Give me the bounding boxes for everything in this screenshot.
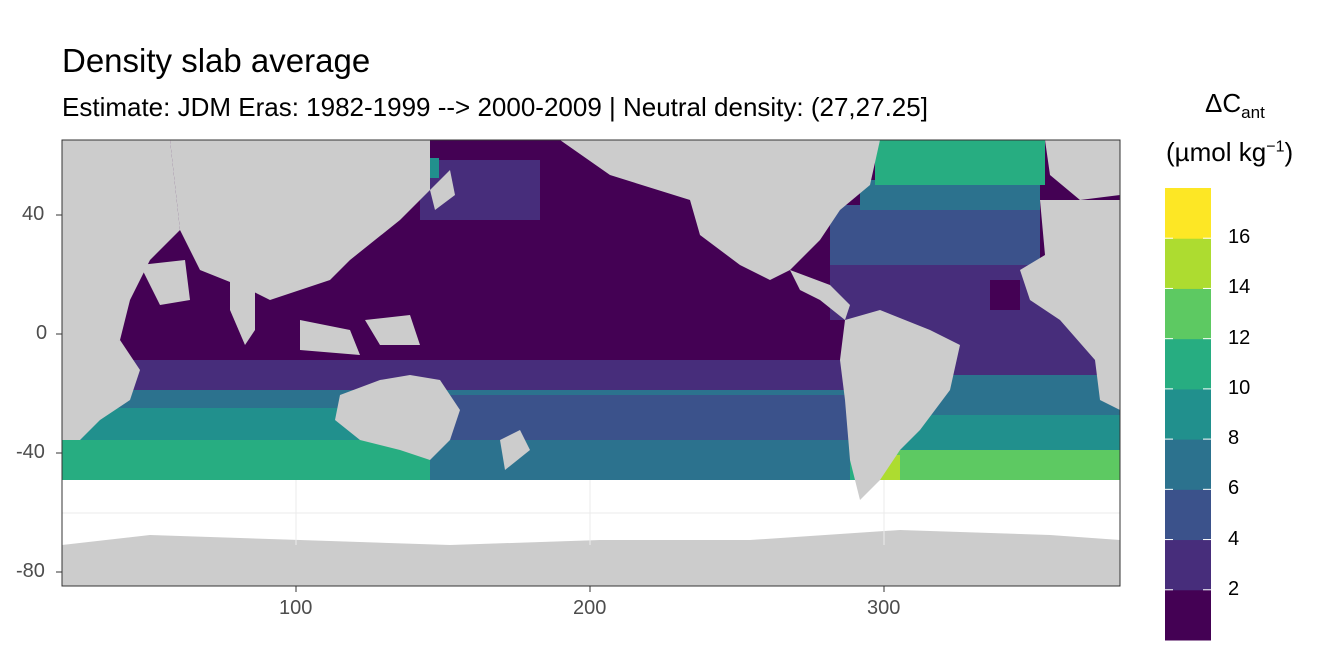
legend-swatch-4 [1165, 388, 1211, 440]
legend-title-symbol: ΔC [1205, 88, 1242, 118]
legend-label-12: 12 [1228, 326, 1251, 349]
land [62, 140, 1120, 586]
legend-swatch-2 [1165, 489, 1211, 541]
axis-ticks [56, 214, 885, 592]
y-tick-label-40: 40 [22, 203, 45, 225]
y-tick-label-0: 0 [36, 322, 48, 344]
band-indo-pac [62, 360, 862, 390]
legend-swatch-6 [1165, 288, 1211, 340]
band-pac-south-2 [430, 440, 850, 480]
atl-north-2 [830, 205, 1040, 265]
band-pac-south [430, 395, 850, 440]
chart-subtitle: Estimate: JDM Eras: 1982-1999 --> 2000-2… [62, 92, 928, 122]
x-tick-label-100: 100 [279, 597, 313, 619]
legend-label-16: 16 [1228, 226, 1251, 249]
x-tick-label-300: 300 [867, 597, 901, 619]
legend-unit-close: ) [1284, 137, 1294, 167]
legend-colorbar [1165, 188, 1211, 641]
chart-title: Density slab average [62, 42, 371, 79]
atl-north-4 [875, 140, 1045, 185]
x-tick-label-200: 200 [573, 597, 607, 619]
legend-swatch-0 [1165, 589, 1211, 641]
legend-swatch-3 [1165, 439, 1211, 490]
legend-label-14: 14 [1228, 276, 1251, 299]
ocean-field [62, 140, 1120, 586]
atl-north-5 [990, 280, 1020, 310]
legend-unit-exponent: −1 [1266, 138, 1285, 156]
legend-swatch-8 [1165, 188, 1211, 239]
y-tick-label-m80: -80 [16, 560, 45, 582]
legend-label-10: 10 [1228, 376, 1251, 399]
legend-swatch-5 [1165, 338, 1211, 390]
grid-lines [62, 480, 1120, 545]
legend-unit-main: (µmol kg [1166, 137, 1267, 167]
legend-ticks [1165, 237, 1211, 591]
y-tick-label-m40: -40 [16, 441, 45, 463]
legend-unit: (µmol kg−1) [1166, 137, 1293, 168]
legend-title-subscript: ant [1241, 103, 1265, 123]
legend-swatch-7 [1165, 238, 1211, 289]
atl-south-4 [870, 450, 1120, 480]
panel-border [61, 139, 1121, 587]
legend-label-8: 8 [1228, 427, 1240, 450]
legend-label-6: 6 [1228, 477, 1240, 500]
legend-title: ΔCant [1205, 88, 1265, 123]
legend-label-2: 2 [1228, 577, 1240, 600]
legend-swatch-1 [1165, 539, 1211, 591]
legend-label-4: 4 [1228, 527, 1240, 550]
